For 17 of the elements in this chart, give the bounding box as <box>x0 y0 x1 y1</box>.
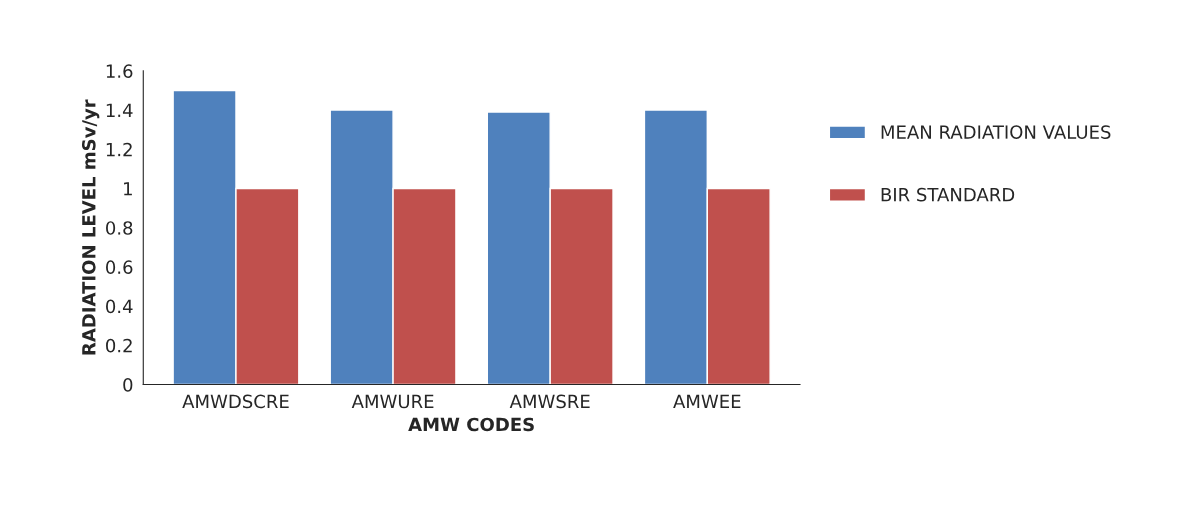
y-tick-label: 0.6 <box>106 260 133 275</box>
legend-label: BIR STANDARD <box>881 187 1015 202</box>
y-tick-label: 1 <box>124 182 132 196</box>
y-tick-label: 0.4 <box>106 299 133 314</box>
y-tick-label: 1.4 <box>106 103 133 117</box>
x-tick-label: AMWSRE <box>509 394 590 409</box>
x-tick-label: AMWEE <box>673 394 741 408</box>
x-axis-title: AMW CODES <box>408 417 534 432</box>
y-tick-label: 1.2 <box>106 142 132 157</box>
y-tick-label: 0.2 <box>106 338 132 353</box>
y-tick-label: 1.6 <box>106 64 133 78</box>
y-tick-label: 0.8 <box>106 221 133 235</box>
x-tick-label: AMWDSCRE <box>182 394 289 409</box>
y-tick-label: 0 <box>123 378 133 392</box>
x-tick-label: AMWURE <box>351 394 434 409</box>
y-axis-title: RADIATION LEVEL mSv/yr <box>81 99 100 355</box>
legend-label: MEAN RADIATION VALUES <box>881 125 1111 139</box>
